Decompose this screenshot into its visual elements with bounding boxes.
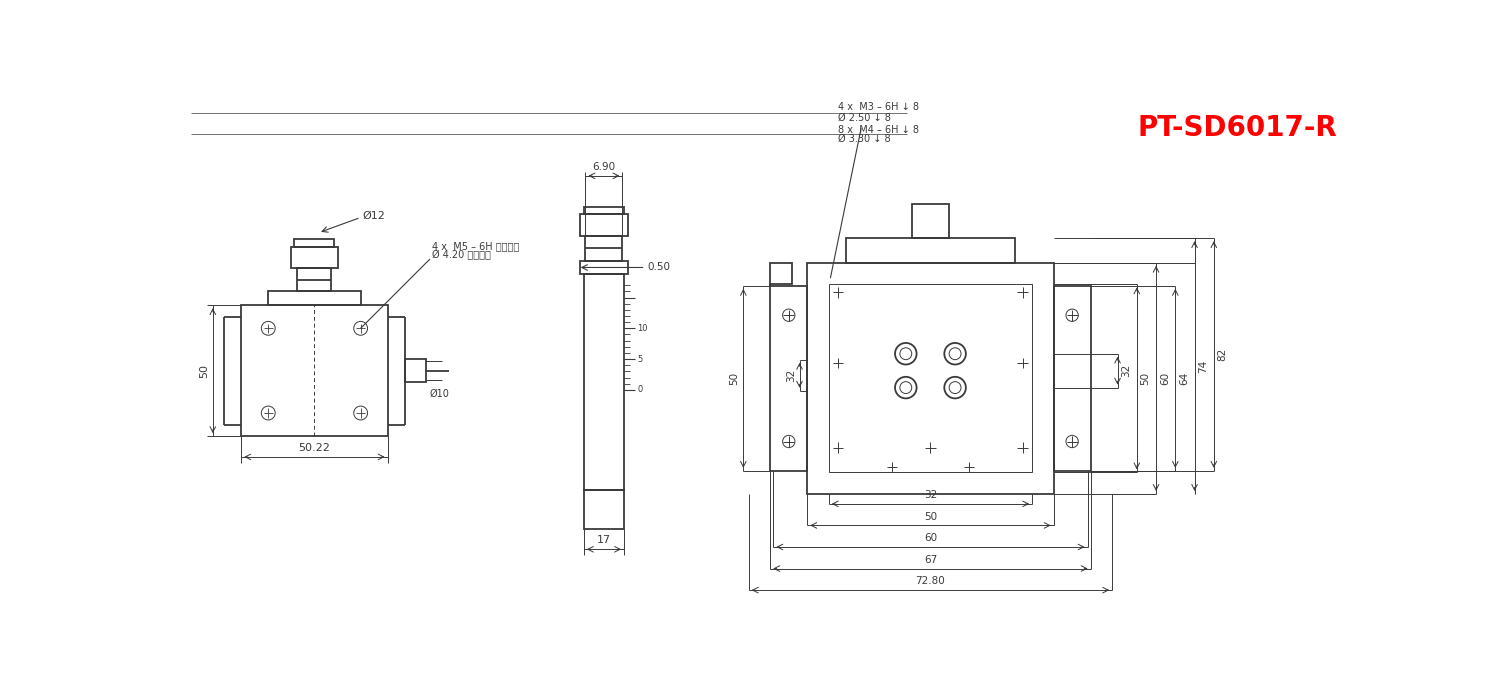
Bar	[584, 207, 624, 214]
Bar	[580, 214, 628, 236]
Bar	[580, 260, 628, 274]
Bar	[585, 236, 622, 260]
Text: Ø 4.20 完全貫穿: Ø 4.20 完全貫穿	[432, 251, 490, 260]
Text: 50.22: 50.22	[298, 443, 330, 453]
Text: 0: 0	[638, 385, 642, 394]
Text: 17: 17	[597, 535, 610, 546]
Bar	[584, 274, 624, 490]
Text: 32: 32	[924, 490, 938, 500]
Text: PT-SD6017-R: PT-SD6017-R	[1137, 114, 1336, 142]
Text: 6.90: 6.90	[592, 162, 615, 172]
Bar	[771, 286, 807, 471]
Text: 50: 50	[729, 372, 740, 385]
Bar	[405, 359, 426, 382]
Bar	[771, 263, 792, 285]
Text: 50: 50	[924, 511, 938, 522]
Text: 64: 64	[1179, 372, 1190, 385]
Text: 4 x  M3 – 6H ↓ 8: 4 x M3 – 6H ↓ 8	[839, 101, 920, 112]
Text: 72.80: 72.80	[915, 576, 945, 586]
Text: 4 x  M5 – 6H 完全貫穿: 4 x M5 – 6H 完全貫穿	[432, 241, 519, 251]
Text: 5: 5	[638, 355, 642, 364]
Text: 32: 32	[1122, 364, 1131, 378]
Text: 50: 50	[200, 364, 208, 378]
Bar	[846, 238, 1016, 263]
Bar	[291, 247, 338, 268]
Text: 32: 32	[786, 369, 795, 382]
Text: 8 x  M4 – 6H ↓ 8: 8 x M4 – 6H ↓ 8	[839, 125, 920, 134]
Bar	[1053, 286, 1090, 471]
Text: 0.50: 0.50	[648, 263, 670, 272]
Text: Ø10: Ø10	[430, 389, 450, 398]
Text: 67: 67	[924, 555, 938, 565]
Bar	[242, 305, 387, 436]
Text: 74: 74	[1198, 360, 1209, 373]
Bar	[584, 490, 624, 528]
Text: 60: 60	[924, 533, 938, 543]
Text: 50: 50	[1140, 372, 1150, 385]
Text: Ø 3.30 ↓ 8: Ø 3.30 ↓ 8	[839, 134, 891, 144]
Bar	[807, 263, 1053, 494]
Text: 60: 60	[1160, 372, 1170, 385]
Bar	[294, 239, 334, 247]
Bar	[297, 268, 332, 291]
Text: 82: 82	[1218, 348, 1227, 361]
Bar	[912, 203, 950, 238]
Bar	[268, 291, 360, 305]
Text: Ø 2.50 ↓ 8: Ø 2.50 ↓ 8	[839, 112, 891, 123]
Text: Ø12: Ø12	[362, 211, 386, 221]
Bar	[830, 285, 1032, 472]
Text: 10: 10	[638, 324, 648, 333]
